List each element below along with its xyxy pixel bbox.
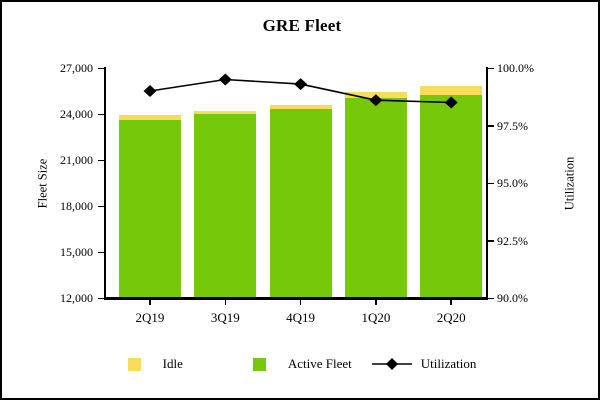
active-fleet-bar-3Q19 <box>194 114 257 298</box>
right-axis-tick-label: 92.5% <box>497 233 528 248</box>
x-category-label-1Q20: 1Q20 <box>361 310 391 325</box>
right-axis-tick-label: 90.0% <box>497 291 528 305</box>
left-axis-tick-label: 24,000 <box>60 107 93 121</box>
right-axis-tick-label: 97.5% <box>497 118 528 133</box>
right-axis-tick <box>487 67 494 69</box>
left-axis-tick-label: 27,000 <box>60 61 93 75</box>
utilization-marker-4Q19 <box>294 78 308 91</box>
utilization-marker-2Q19 <box>143 85 157 97</box>
active-fleet-bar-1Q20 <box>344 97 407 298</box>
right-axis-tick-label: 100.0% <box>497 61 534 75</box>
legend-label-idle: Idle <box>162 356 183 371</box>
right-axis-title: Utilization <box>562 156 577 211</box>
x-category-label-2Q20: 2Q20 <box>436 310 466 325</box>
right-axis-tick-label: 95.0% <box>497 176 528 190</box>
left-axis-tick-label: 12,000 <box>60 291 93 305</box>
idle-bar-2Q19 <box>119 114 181 121</box>
left-axis-tick <box>98 297 105 299</box>
legend-label-active: Active Fleet <box>287 356 352 371</box>
x-category-label-2Q19: 2Q19 <box>135 310 165 325</box>
x-axis-tick <box>299 299 302 305</box>
legend: Idle Active Fleet Utilization <box>2 351 598 377</box>
x-category-label-4Q19: 4Q19 <box>286 310 316 325</box>
idle-bar-2Q20 <box>420 86 483 95</box>
legend-item-idle: Idle <box>127 356 183 372</box>
right-axis-tick <box>487 297 494 299</box>
idle-bar-4Q19 <box>269 104 332 109</box>
right-axis-tick <box>487 125 494 127</box>
utilization-line-sample-icon <box>371 358 412 370</box>
left-axis-line <box>104 67 106 300</box>
utilization-marker-3Q19 <box>218 73 232 86</box>
legend-label-utilization: Utilization <box>420 356 477 371</box>
left-axis-tick <box>98 251 105 253</box>
left-axis-title: Fleet Size <box>35 158 50 209</box>
idle-swatch-icon <box>127 357 141 371</box>
left-axis-tick <box>98 67 105 69</box>
left-axis-tick-label: 21,000 <box>60 153 93 167</box>
left-axis-tick <box>98 205 105 207</box>
right-axis-tick <box>487 240 494 242</box>
active-fleet-bar-2Q20 <box>420 94 483 298</box>
left-axis-tick-label: 15,000 <box>60 245 93 259</box>
right-axis-tick <box>487 182 494 184</box>
x-axis-tick <box>450 299 452 305</box>
idle-bar-3Q19 <box>194 110 257 114</box>
left-axis-tick <box>98 159 105 161</box>
active-fleet-bar-4Q19 <box>269 108 332 298</box>
legend-item-active: Active Fleet <box>252 356 352 372</box>
active-fleet-bar-2Q19 <box>119 120 181 298</box>
x-axis-tick <box>375 299 377 305</box>
idle-bar-1Q20 <box>344 91 407 98</box>
x-axis-tick <box>149 299 151 305</box>
x-axis-tick <box>224 299 227 305</box>
left-axis-tick <box>98 113 105 115</box>
legend-item-utilization: Utilization <box>371 356 477 372</box>
left-axis-tick-label: 18,000 <box>60 199 93 213</box>
active-fleet-swatch-icon <box>252 357 266 371</box>
chart-title: GRE Fleet <box>262 16 342 35</box>
x-category-label-3Q19: 3Q19 <box>210 310 240 325</box>
x-axis-line <box>104 297 488 300</box>
